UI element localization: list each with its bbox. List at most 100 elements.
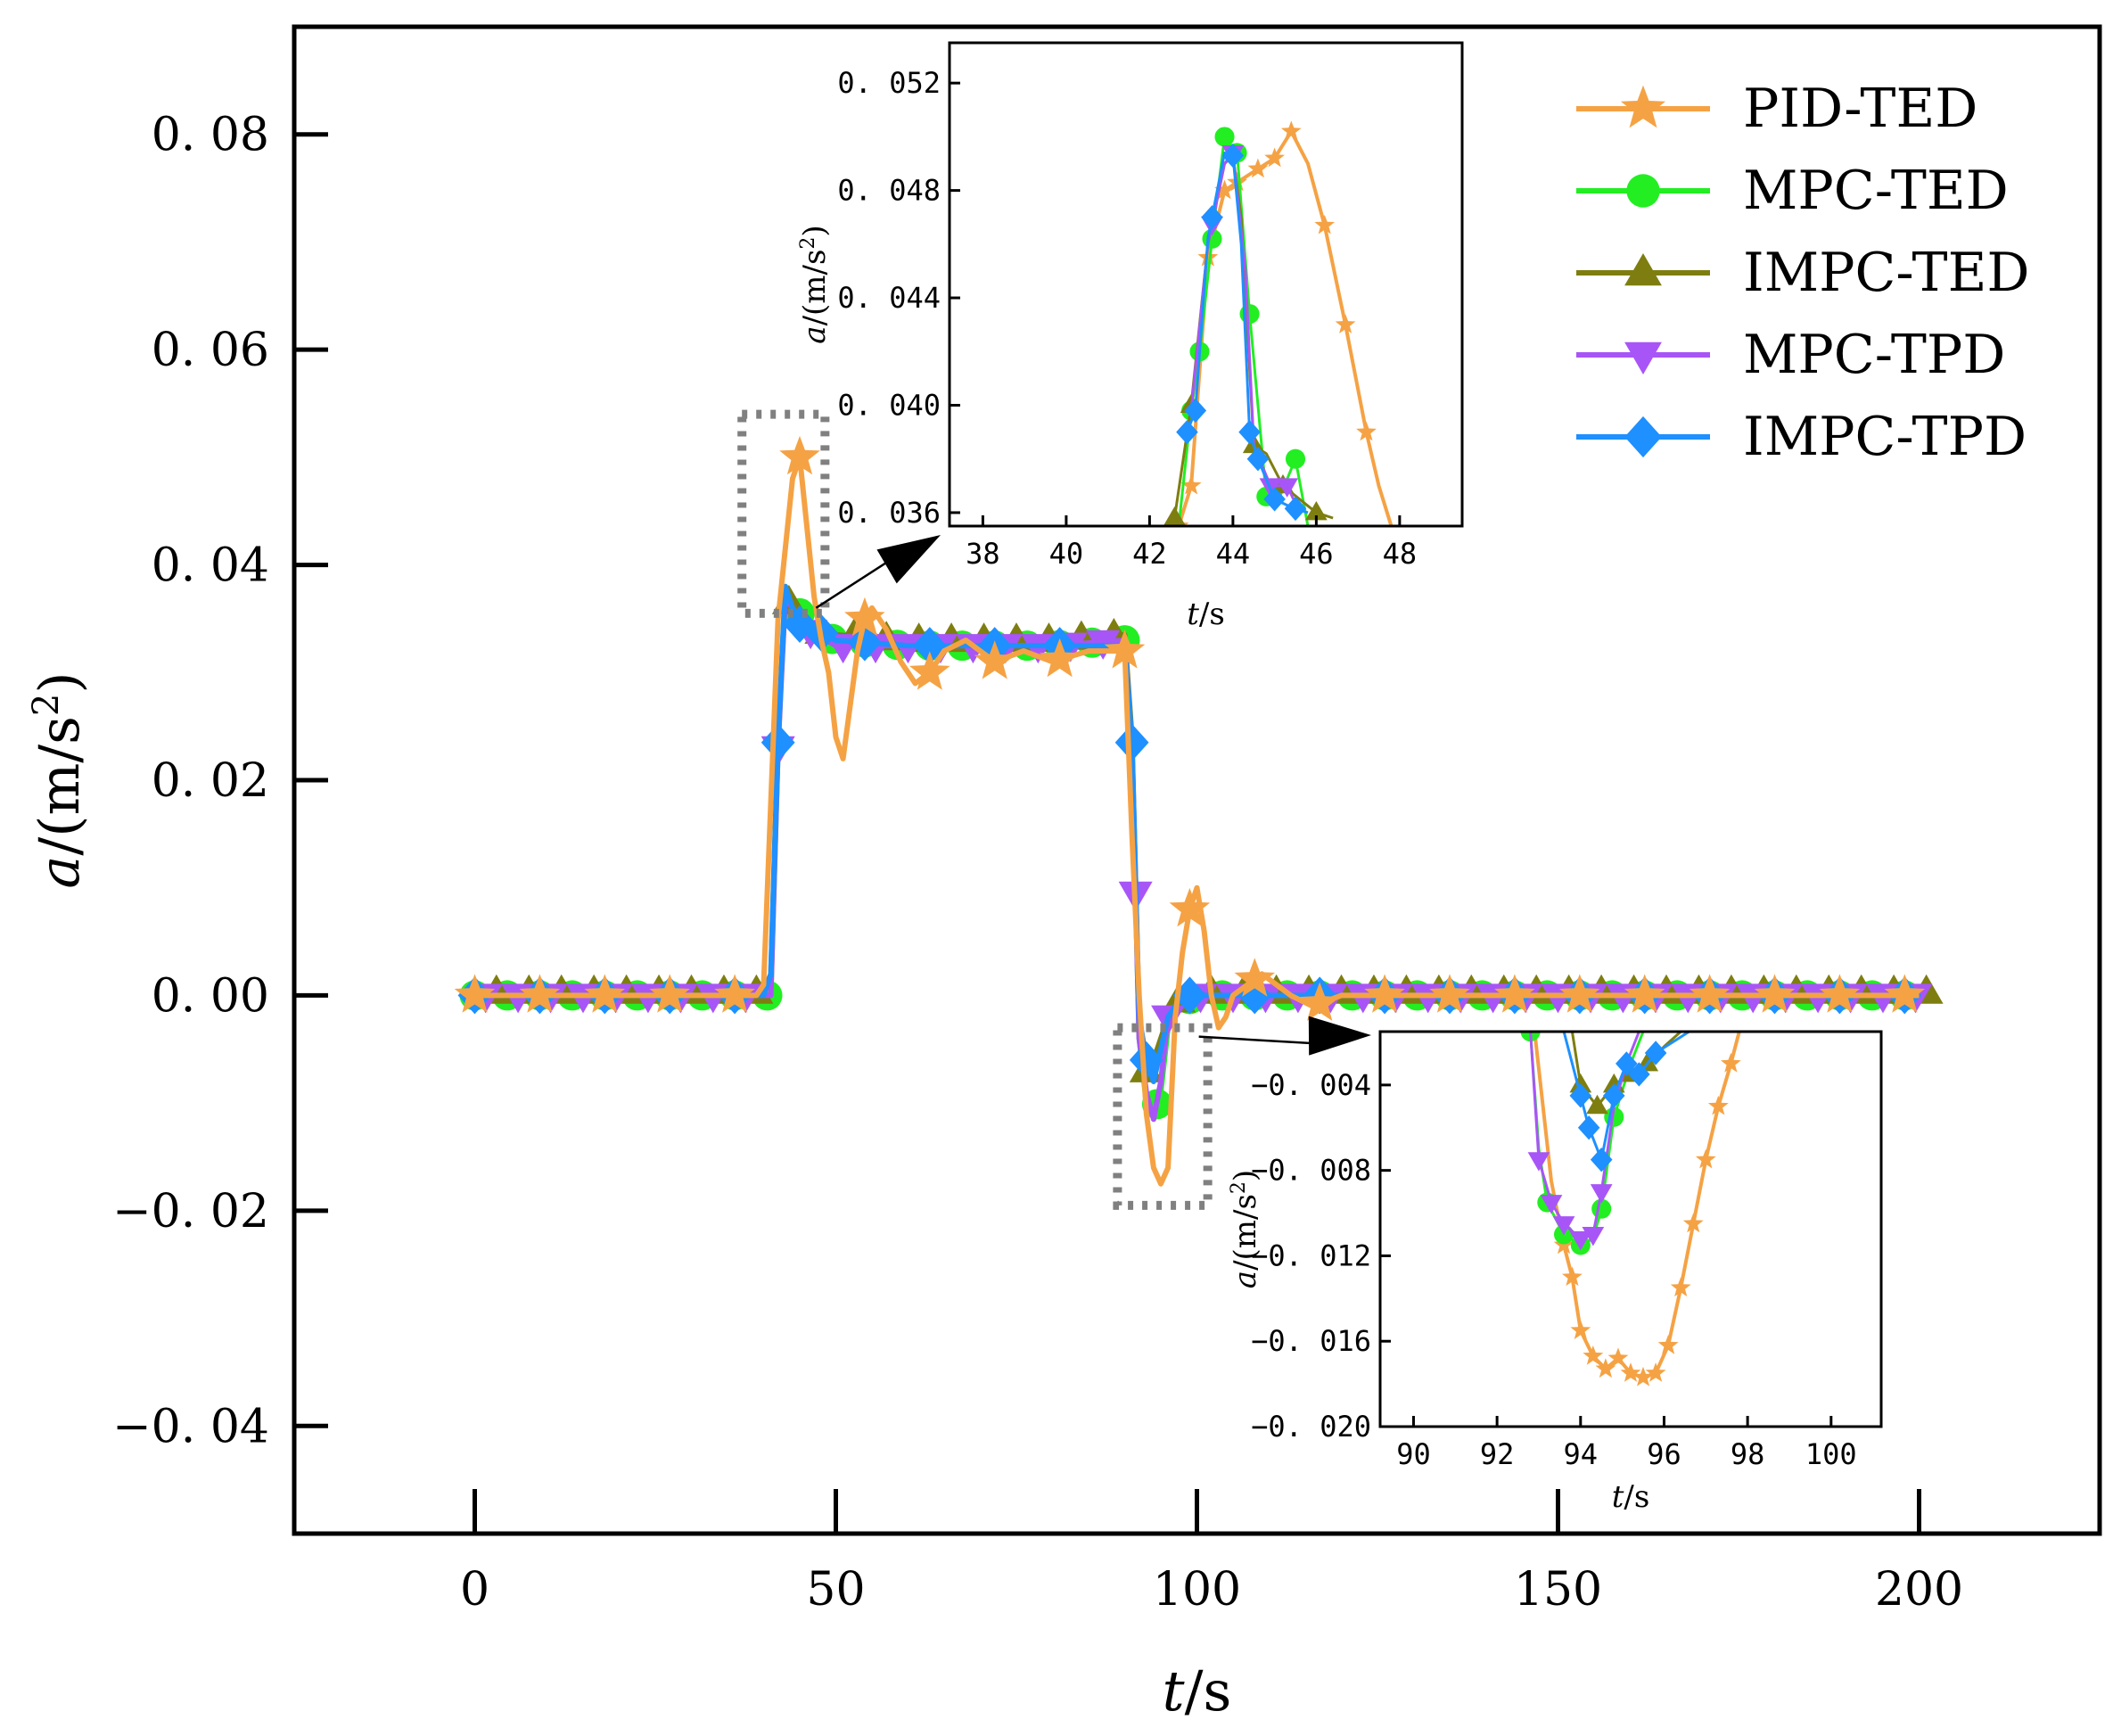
inset-bottom-marker-pid-ted-6: [1620, 1362, 1641, 1382]
main-marker-impc-tpd-12: [1114, 723, 1149, 761]
inset-bottom-marker-pid-ted-8: [1645, 1362, 1666, 1382]
inset-bottom-marker-mpc-tpd-2: [1552, 1216, 1575, 1236]
inset-top-marker-mpc-ted-3: [1214, 127, 1235, 147]
main-marker-pid-ted-4: [714, 974, 755, 1013]
inset-top-y-tick-label-4: 0. 052: [837, 66, 941, 100]
inset-top-marker-impc-tpd-2: [1201, 205, 1223, 230]
legend-label-2: IMPC-TED: [1743, 242, 2029, 304]
inset-top-marker-pid-ted-7: [1280, 120, 1302, 141]
inset-top-marker-pid-ted-8: [1314, 214, 1336, 234]
main-marker-pid-ted-13: [1299, 982, 1340, 1021]
inset-bottom-marker-pid-ted-13: [1707, 1095, 1729, 1115]
legend-item-impc-tpd: IMPC-TPD: [1576, 406, 2027, 468]
inset-top-x-tick-label-3: 44: [1216, 537, 1251, 571]
main-marker-pid-ted-2: [584, 974, 626, 1013]
main-marker-impc-tpd-9: [912, 627, 947, 665]
inset-top-marker-pid-ted-1: [1180, 474, 1202, 495]
legend-marker-1: [1626, 174, 1660, 208]
inset-top-marker-impc-tpd-7: [1284, 496, 1307, 522]
inset-top-y-axis-title: a/(m/s2): [797, 225, 834, 343]
main-marker-mpc-tpd-17: [1021, 634, 1056, 664]
main-marker-pid-ted-12: [1234, 958, 1276, 997]
inset-bottom-marker-mpc-tpd-0: [1527, 1152, 1550, 1172]
inset-top-marker-pid-ted-10: [1356, 421, 1377, 441]
inset-bottom-marker-pid-ted-14: [1721, 1052, 1741, 1073]
legend-item-impc-ted: IMPC-TED: [1576, 242, 2029, 304]
zoom-arrow-head-0: [876, 535, 941, 584]
inset-top-x-tick-label-5: 48: [1383, 537, 1418, 571]
main-marker-pid-ted-6: [844, 596, 885, 637]
inset-bottom-marker-impc-tpd-2: [1590, 1148, 1613, 1172]
inset-top-x-tick-label-4: 46: [1299, 537, 1334, 571]
main-marker-mpc-tpd-13: [891, 634, 925, 664]
inset-bottom-marker-mpc-tpd-4: [1582, 1227, 1605, 1246]
inset-bottom-marker-pid-ted-11: [1682, 1213, 1704, 1233]
inset-top-x-tick-label-1: 40: [1049, 537, 1084, 571]
inset-top-marker-impc-ted-0: [1163, 506, 1186, 526]
zoom-box-1: [1113, 1023, 1213, 1210]
y-tick-label-5: 0. 06: [152, 324, 269, 377]
main-marker-pid-ted-22: [1884, 974, 1926, 1013]
legend-marker-3: [1624, 341, 1662, 374]
inset-bottom-y-tick-label-2: −0. 012: [1251, 1238, 1371, 1272]
legend-marker-4: [1624, 415, 1662, 458]
x-tick-label-1: 50: [806, 1563, 865, 1617]
inset-bottom-y-tick-label-3: −0. 008: [1251, 1154, 1371, 1188]
inset-bottom-marker-pid-ted-9: [1657, 1335, 1679, 1354]
inset-top-x-tick-label-2: 42: [1132, 537, 1167, 571]
x-tick-label-3: 150: [1514, 1563, 1602, 1617]
inset-bottom-y-tick-label-0: −0. 020: [1251, 1410, 1371, 1444]
inset-top-y-tick-label-1: 0. 040: [837, 389, 941, 423]
zoom-arrow-line-0: [815, 555, 897, 609]
inset-bottom-marker-pid-ted-1: [1562, 1266, 1583, 1287]
inset-bottom: −0. 020 −0. 016 −0. 012 −0. 008 −0. 004 90 92 9…: [1228, 1030, 1883, 1515]
inset-top-marker-impc-tpd-3: [1221, 143, 1245, 169]
y-axis-title: a/(m/s2): [26, 671, 92, 888]
main-marker-pid-ted-5: [779, 435, 820, 475]
main-marker-impc-tpd-13: [1129, 1041, 1163, 1079]
main-marker-pid-ted-17: [1559, 974, 1600, 1013]
y-tick-label-2: 0. 00: [152, 969, 269, 1023]
main-marker-pid-ted-7: [909, 651, 950, 690]
zoom-markers: [737, 409, 1371, 1210]
main-marker-pid-ted-1: [519, 974, 561, 1013]
main-marker-impc-tpd-5: [761, 723, 795, 761]
inset-top-marker-pid-ted-5: [1247, 158, 1269, 178]
inset-bottom-plot-area: [1520, 1032, 1741, 1386]
inset-top: 0. 036 0. 040 0. 044 0. 048 0. 052 38 40 42 44 46…: [797, 41, 1464, 632]
inset-top-y-tick-label-2: 0. 044: [837, 281, 941, 315]
inset-top-marker-pid-ted-9: [1335, 314, 1356, 333]
legend-label-4: IMPC-TPD: [1743, 406, 2027, 468]
inset-bottom-x-axis-title: t/s: [1612, 1479, 1650, 1515]
x-tick-label-2: 100: [1153, 1563, 1241, 1617]
inset-bottom-x-tick-label-1: 92: [1480, 1437, 1515, 1471]
inset-bottom-marker-mpc-tpd-5: [1590, 1184, 1613, 1204]
inset-top-marker-impc-ted-4: [1305, 500, 1328, 521]
inset-bottom-marker-pid-ted-5: [1607, 1347, 1629, 1368]
main-marker-pid-ted-3: [649, 974, 690, 1013]
zoom-arrow-head-1: [1308, 1016, 1371, 1056]
main-marker-pid-ted-19: [1689, 974, 1731, 1013]
inset-top-marker-impc-tpd-5: [1246, 447, 1270, 472]
inset-top-series-impc-tpd: [1176, 143, 1309, 522]
inset-bottom-y-axis-title: a/(m/s2): [1228, 1170, 1264, 1288]
y-tick-label-4: 0. 04: [152, 539, 269, 593]
legend-marker-2: [1624, 253, 1662, 286]
main-marker-pid-ted-9: [1039, 638, 1081, 678]
zoom-arrow-line-1: [1198, 1035, 1328, 1046]
inset-bottom-marker-impc-tpd-4: [1616, 1051, 1638, 1076]
main-marker-pid-ted-21: [1819, 974, 1861, 1013]
inset-bottom-x-tick-label-5: 100: [1805, 1437, 1857, 1471]
inset-bottom-marker-impc-tpd-5: [1628, 1062, 1650, 1087]
main-marker-pid-ted-8: [974, 640, 1015, 679]
inset-bottom-marker-impc-tpd-3: [1602, 1083, 1625, 1108]
inset-top-x-axis-title: t/s: [1187, 596, 1225, 632]
y-tick-label-3: 0. 02: [152, 754, 269, 808]
main-marker-pid-ted-10: [1104, 629, 1146, 669]
inset-bottom-series-mpc-tpd: [1527, 1032, 1640, 1251]
legend-item-pid-ted: PID-TED: [1576, 78, 1977, 140]
inset-top-frame: [948, 41, 1464, 528]
inset-top-marker-pid-ted-3: [1214, 179, 1235, 200]
inset-bottom-marker-impc-ted-1: [1586, 1094, 1608, 1115]
inset-top-marker-impc-tpd-1: [1184, 398, 1207, 424]
